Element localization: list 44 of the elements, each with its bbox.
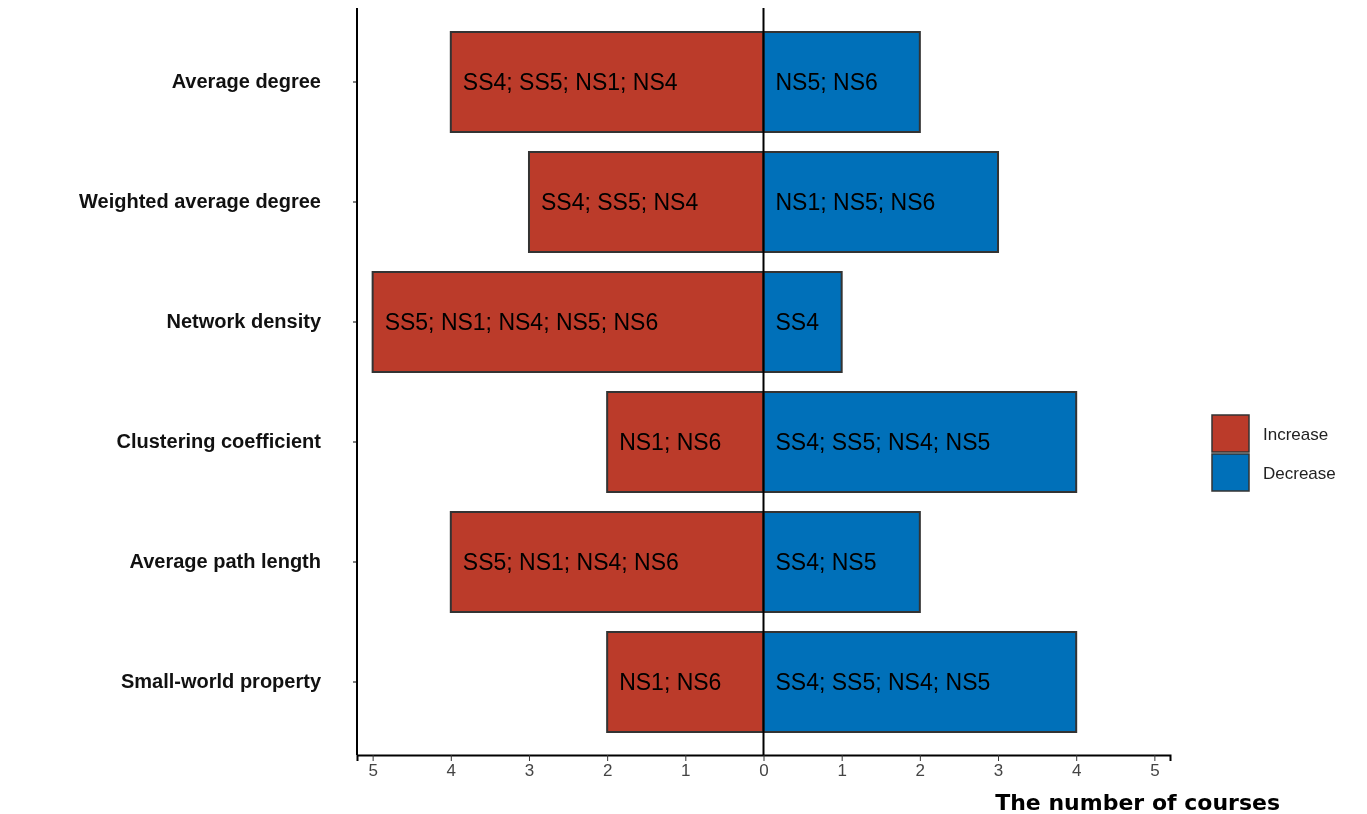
bar <box>606 391 765 493</box>
data-label: NS1; NS6 <box>619 429 722 455</box>
bar <box>371 271 765 373</box>
bar <box>762 271 843 373</box>
bar <box>527 151 765 253</box>
y-tick-label: Weighted average degree <box>79 190 321 213</box>
y-tick-label: Small-world property <box>120 670 322 693</box>
y-tick-label: Network density <box>166 310 322 333</box>
data-label: NS5; NS6 <box>775 69 878 95</box>
bar <box>606 631 765 733</box>
data-label: SS5; NS1; NS4; NS6 <box>462 549 679 575</box>
bar <box>762 31 921 133</box>
x-tick-label: 2 <box>915 761 926 781</box>
y-tick-label: Average degree <box>171 70 321 93</box>
x-tick-label: 4 <box>1071 761 1082 781</box>
bar <box>449 511 765 613</box>
data-label: SS4; SS5; NS4; NS5 <box>775 429 991 455</box>
x-tick-label: 4 <box>446 761 457 781</box>
data-label: SS5; NS1; NS4; NS5; NS6 <box>384 309 659 335</box>
data-label: SS4; NS5 <box>775 549 877 575</box>
x-tick-label: 5 <box>1150 761 1160 781</box>
data-label: NS1; NS5; NS6 <box>775 189 936 215</box>
x-tick-label: 2 <box>602 761 613 781</box>
data-label: NS1; NS6 <box>619 669 722 695</box>
x-tick-label: 1 <box>837 761 847 781</box>
data-label: SS4; SS5; NS4 <box>540 189 699 215</box>
bar <box>762 631 1078 733</box>
x-tick-label: 1 <box>681 761 691 781</box>
x-tick-label: 5 <box>368 761 378 781</box>
data-label: SS4 <box>775 309 820 335</box>
y-tick-label: Clustering coefficient <box>116 430 322 453</box>
x-tick-label: 3 <box>993 761 1004 781</box>
bar <box>762 391 1078 493</box>
legend-label: Increase <box>1263 425 1329 444</box>
x-tick-label: 3 <box>524 761 535 781</box>
bar <box>449 31 765 133</box>
data-label: SS4; SS5; NS4; NS5 <box>775 669 991 695</box>
bar <box>762 511 921 613</box>
legend-label: Decrease <box>1263 464 1336 483</box>
x-tick-label: 0 <box>759 761 769 781</box>
bar <box>762 151 1000 253</box>
y-tick-label: Average path length <box>129 550 321 573</box>
data-label: SS4; SS5; NS1; NS4 <box>462 69 678 95</box>
x-axis-title: The number of courses <box>995 790 1280 814</box>
